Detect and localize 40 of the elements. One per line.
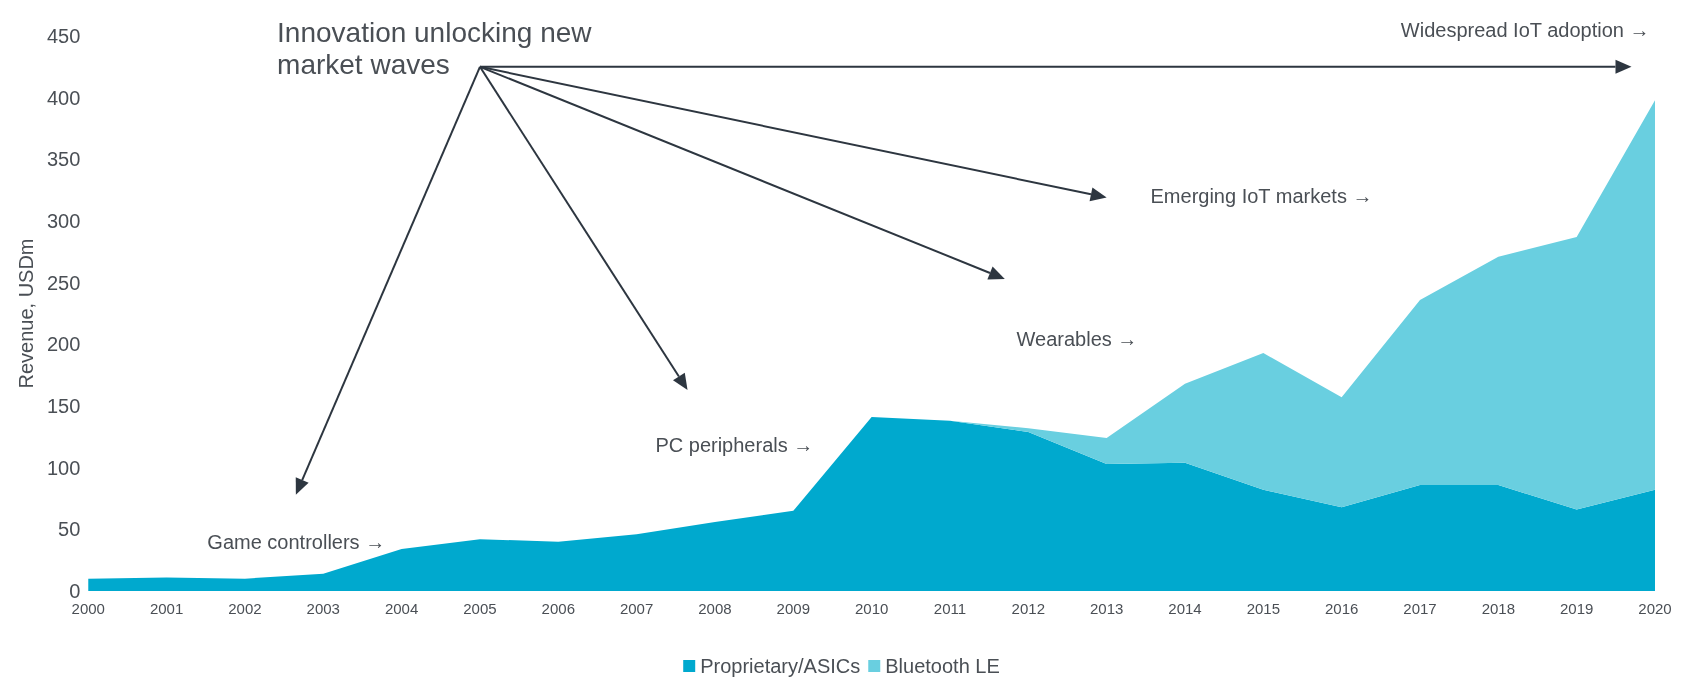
x-tick-label: 2018 [1481,600,1516,617]
y-axis-title: Revenue, USDm [15,238,37,389]
x-tick-label: 2003 [306,600,340,617]
y-tick-label: 450 [46,25,81,47]
x-tick-label: 2000 [71,600,105,617]
x-tick-label: 2010 [854,600,889,617]
y-tick-label: 400 [46,86,81,109]
legend-label: Bluetooth LE [885,655,1000,677]
annotation: Wearables → [1016,328,1138,351]
x-tick-label: 2002 [228,600,262,617]
x-tick-label: 2017 [1403,600,1437,617]
x-tick-label: 2005 [463,600,497,617]
annotation: Innovation unlocking new market waves [277,16,600,80]
x-tick-label: 2011 [933,600,967,617]
y-tick-label: 350 [46,148,81,171]
x-tick-label: 2013 [1089,600,1124,617]
x-tick-label: 2007 [619,600,654,617]
x-tick-label: 2019 [1559,600,1594,617]
y-tick-label: 250 [46,271,81,294]
y-tick-label: 200 [46,333,81,356]
x-tick-label: 2014 [1168,600,1202,617]
x-tick-label: 2008 [698,600,732,617]
x-tick-label: 2015 [1246,600,1280,617]
x-tick-label: 2020 [1638,600,1672,617]
annotation: Game controllers → [207,530,386,553]
x-tick-label: 2009 [776,600,810,617]
x-tick-label: 2001 [149,600,184,617]
annotation: Widespread IoT adoption → [1400,18,1650,41]
x-tick-label: 2004 [384,600,419,617]
legend-label: Proprietary/ASICs [700,655,861,677]
x-tick-label: 2016 [1324,600,1359,617]
y-tick-label: 50 [58,518,81,541]
y-tick-label: 300 [46,210,81,232]
y-tick-label: 150 [46,395,81,417]
y-tick-label: 0 [69,580,81,602]
x-tick-label: 2006 [541,600,575,617]
x-tick-label: 2012 [1011,600,1045,617]
annotation: PC peripherals → [655,434,814,457]
y-tick-label: 100 [46,456,81,479]
annotation: Emerging IoT markets → [1150,185,1373,208]
